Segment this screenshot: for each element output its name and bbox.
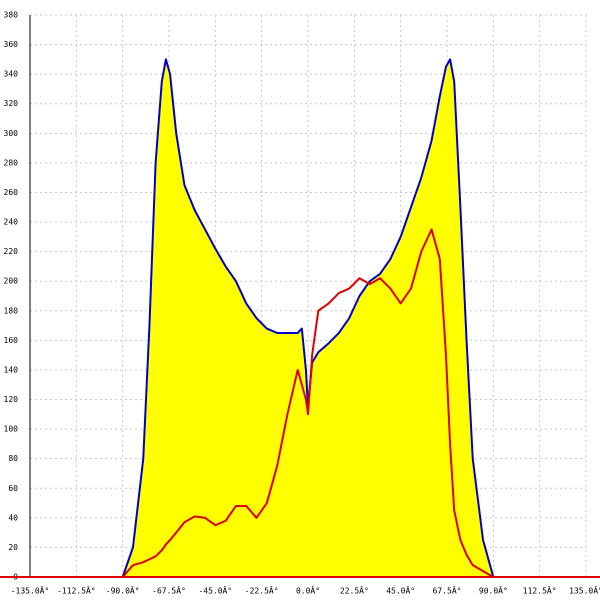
y-tick-label: 360 bbox=[4, 40, 19, 49]
x-tick-label: -135.0Â° bbox=[11, 585, 50, 596]
x-tick-label: 112.5Â° bbox=[523, 585, 557, 596]
x-tick-label: 0.0Â° bbox=[296, 585, 320, 596]
y-tick-label: 140 bbox=[4, 365, 19, 374]
x-tick-label: -112.5Â° bbox=[57, 585, 96, 596]
x-tick-label: 135.0Â° bbox=[569, 585, 600, 596]
y-tick-label: 40 bbox=[8, 513, 18, 522]
line bbox=[121, 58, 495, 578]
y-tick-label: 280 bbox=[4, 158, 19, 167]
y-tick-label: 60 bbox=[8, 484, 18, 493]
x-tick-label: 22.5Â° bbox=[340, 585, 369, 596]
y-tick-label: 300 bbox=[4, 129, 19, 138]
y-tick-label: 200 bbox=[4, 277, 19, 286]
area bbox=[122, 59, 494, 578]
y-tick-label: 260 bbox=[4, 188, 19, 197]
x-tick-label: 67.5Â° bbox=[433, 585, 462, 596]
x-tick-label: -22.5Â° bbox=[245, 585, 279, 596]
y-tick-label: 240 bbox=[4, 218, 19, 227]
y-tick-label: 100 bbox=[4, 425, 19, 434]
y-tick-label: 380 bbox=[4, 11, 19, 20]
y-tick-label: 80 bbox=[8, 454, 18, 463]
y-tick-label: 220 bbox=[4, 247, 19, 256]
x-tick-label: -67.5Â° bbox=[152, 585, 186, 596]
line bbox=[121, 228, 494, 578]
x-tick-label: -45.0Â° bbox=[198, 585, 232, 596]
y-tick-label: 20 bbox=[8, 543, 18, 552]
y-tick-label: 180 bbox=[4, 306, 19, 315]
y-tick-label: 120 bbox=[4, 395, 19, 404]
x-tick-label: -90.0Â° bbox=[106, 585, 140, 596]
x-tick-label: 90.0Â° bbox=[479, 585, 508, 596]
y-tick-label: 320 bbox=[4, 99, 19, 108]
x-tick-label: 45.0Â° bbox=[386, 585, 415, 596]
y-tick-label: 340 bbox=[4, 70, 19, 79]
y-tick-label: 160 bbox=[4, 336, 19, 345]
